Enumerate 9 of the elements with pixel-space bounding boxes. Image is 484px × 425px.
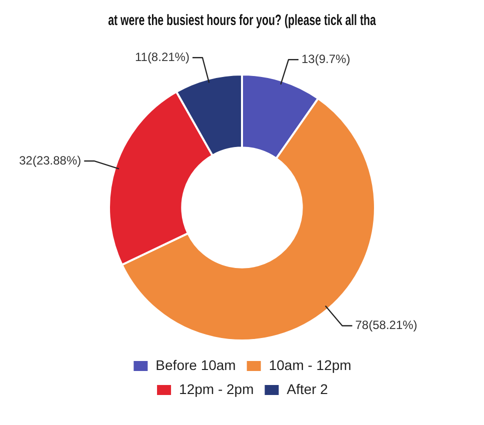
data-label: 13(9.7%) — [302, 52, 350, 66]
legend-label: Before 10am — [156, 356, 236, 373]
data-label: 78(58.21%) — [355, 318, 418, 332]
legend-label: 10am - 12pm — [268, 356, 352, 373]
data-label: 32(23.88%) — [19, 153, 82, 168]
data-label: 11(8.21%) — [134, 50, 190, 64]
legend-label: 12pm - 2pm — [179, 380, 254, 397]
legend-label: After 2 — [286, 380, 328, 397]
chart-title: at were the busiest hours for you? (please tick all tha — [108, 11, 377, 29]
